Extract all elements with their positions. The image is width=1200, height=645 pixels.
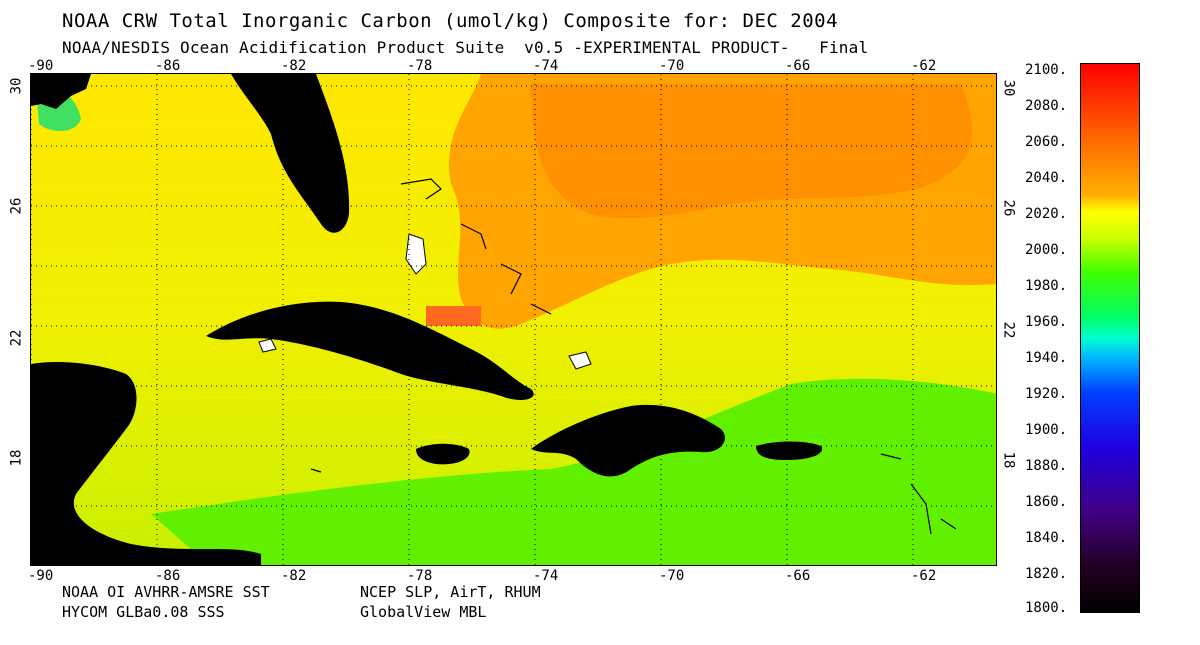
colorbar-label: 2020.	[1025, 206, 1068, 222]
bottom-lon-label: -62	[911, 568, 937, 584]
colorbar-label: 1860.	[1025, 494, 1068, 510]
top-lon-label: -86	[155, 58, 181, 74]
colorbar-label: 1940.	[1025, 350, 1068, 366]
bottom-lon-label: -90	[28, 568, 54, 584]
right-lat-label: 22	[1000, 321, 1017, 339]
left-lat-label: 18	[8, 449, 25, 467]
bottom-lon-label: -82	[281, 568, 307, 584]
left-lat-label: 30	[8, 77, 25, 95]
map-panel[interactable]	[30, 73, 997, 566]
colorbar-label: 2040.	[1025, 170, 1068, 186]
colorbar-label: 2100.	[1025, 62, 1068, 78]
warm-patch	[426, 306, 481, 326]
top-lon-label: -70	[659, 58, 685, 74]
top-lon-label: -90	[28, 58, 54, 74]
bottom-lon-label: -86	[155, 568, 181, 584]
carbon-map	[31, 74, 996, 565]
top-lon-label: -78	[407, 58, 433, 74]
bottom-lon-label: -74	[533, 568, 559, 584]
credit-ncep: NCEP SLP, AirT, RHUM	[360, 583, 541, 601]
colorbar	[1080, 63, 1140, 613]
peak-tic-region	[531, 84, 973, 219]
colorbar-label: 2000.	[1025, 242, 1068, 258]
top-lon-label: -62	[911, 58, 937, 74]
credit-sss: HYCOM GLBa0.08 SSS	[62, 603, 225, 621]
credit-globalview: GlobalView MBL	[360, 603, 487, 621]
colorbar-label: 2060.	[1025, 134, 1068, 150]
right-lat-label: 26	[1000, 199, 1017, 217]
colorbar-label: 1840.	[1025, 530, 1068, 546]
bottom-lon-label: -70	[659, 568, 685, 584]
left-lat-label: 26	[8, 197, 25, 215]
bottom-lon-label: -66	[785, 568, 811, 584]
colorbar-label: 1960.	[1025, 314, 1068, 330]
colorbar-label: 1820.	[1025, 566, 1068, 582]
right-lat-label: 30	[1000, 79, 1017, 97]
land	[31, 74, 822, 565]
colorbar-label: 1980.	[1025, 278, 1068, 294]
left-lat-label: 22	[8, 329, 25, 347]
island-outlines	[310, 178, 957, 535]
credit-sst: NOAA OI AVHRR-AMSRE SST	[62, 583, 270, 601]
low-tic-region	[151, 378, 996, 565]
top-lon-label: -82	[281, 58, 307, 74]
colorbar-label: 1880.	[1025, 458, 1068, 474]
colorbar-label: 1920.	[1025, 386, 1068, 402]
map-subtitle: NOAA/NESDIS Ocean Acidification Product …	[62, 38, 869, 57]
map-title: NOAA CRW Total Inorganic Carbon (umol/kg…	[62, 10, 839, 32]
bottom-lon-label: -78	[407, 568, 433, 584]
colorbar-label: 1800.	[1025, 600, 1068, 616]
colorbar-label: 2080.	[1025, 98, 1068, 114]
top-lon-label: -66	[785, 58, 811, 74]
islands	[258, 233, 592, 370]
top-lon-label: -74	[533, 58, 559, 74]
colorbar-label: 1900.	[1025, 422, 1068, 438]
graticule	[31, 74, 996, 565]
right-lat-label: 18	[1000, 451, 1017, 469]
